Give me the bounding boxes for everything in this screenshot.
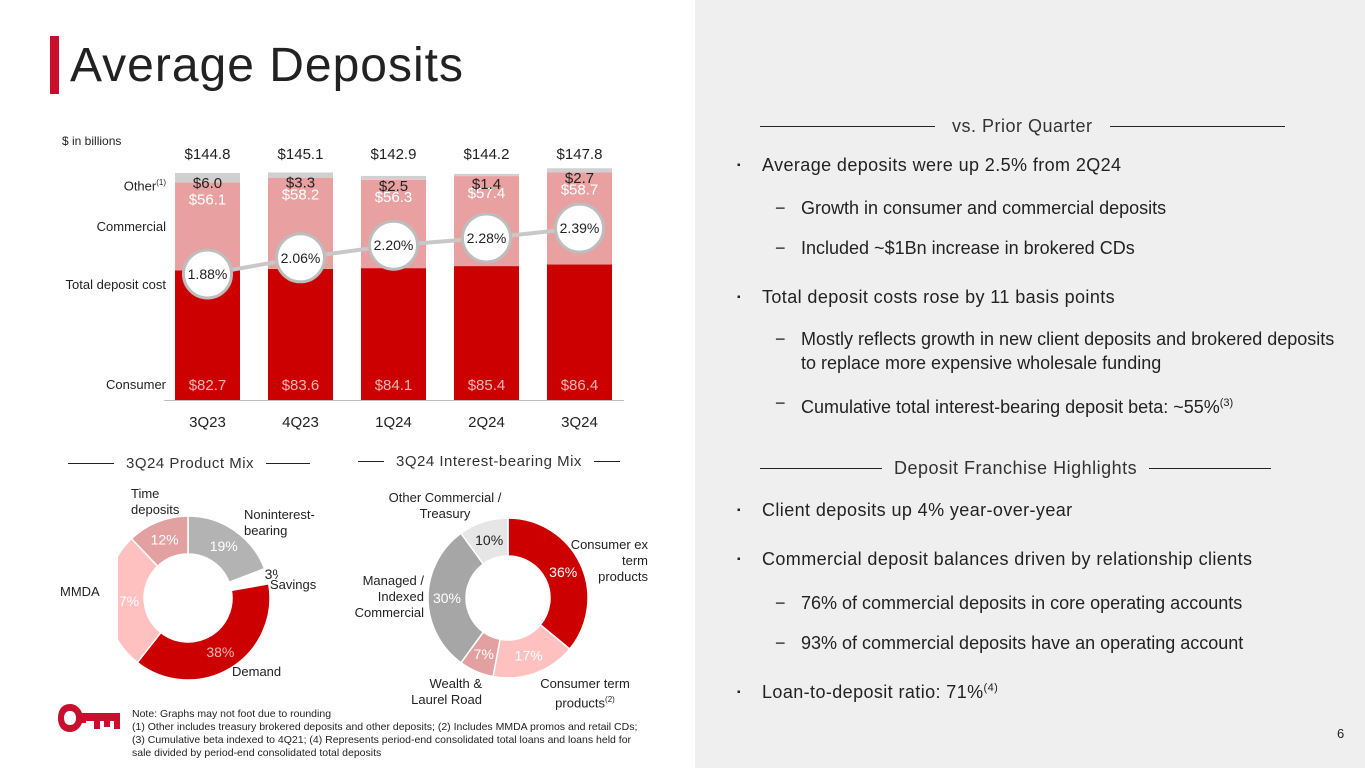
deposits-bar-chart: $82.7 $56.1$6.0 $144.8 3Q23 $83.6 $58.2$3.3 $1…: [164, 146, 624, 431]
cost-label-4Q23: 2.06%: [281, 250, 321, 266]
label-other-commercial: Other Commercial / Treasury: [388, 490, 502, 521]
bullet-client-deposits: ▪ Client deposits up 4% year-over-year: [737, 500, 1073, 520]
sub-mostly-reflects: − Mostly reflects growth in new client de…: [775, 329, 1335, 373]
label-commercial-4Q23: $58.2: [282, 187, 320, 204]
bullet-deposit-costs: ▪ Total deposit costs rose by 11 basis po…: [737, 287, 1116, 307]
bar-other-3Q24: [547, 168, 612, 173]
label-total-3Q23: $144.8: [185, 146, 231, 163]
slice-mmda: [118, 537, 162, 664]
label-other-3Q23: $6.0: [193, 175, 222, 192]
cost-marker-1Q24: [368, 219, 419, 271]
bullet-avg-deposits: ▪ Average deposits were up 2.5% from 2Q24: [737, 155, 1122, 175]
product-mix-header: 3Q24 Product Mix: [68, 455, 311, 472]
label-consumer-4Q23: $83.6: [282, 377, 320, 394]
cost-marker-4Q23: [275, 232, 326, 284]
side-label-deposit-cost: Total deposit cost: [65, 277, 166, 292]
label-total-4Q23: $145.1: [278, 146, 324, 163]
slice-label-managed-indexed-commercial: 30%: [433, 590, 461, 606]
label-other-4Q23: $3.3: [286, 174, 315, 191]
label-managed-indexed: Managed / Indexed Commercial: [354, 573, 424, 620]
slice-label-time-deposits: 12%: [151, 532, 179, 548]
label-consumer-2Q24: $85.4: [468, 377, 506, 394]
x-tick-1Q24: 1Q24: [375, 414, 412, 431]
slice-label-consumer-ex-term-products: 36%: [549, 564, 577, 580]
label-noninterest-bearing: Noninterest-bearing: [244, 507, 315, 538]
label-total-1Q24: $142.9: [371, 146, 417, 163]
title-accent-bar: [50, 36, 59, 94]
interest-bearing-donut: 36% 17% 7% 30% 10%: [427, 517, 589, 679]
x-tick-3Q23: 3Q23: [189, 414, 226, 431]
vs-prior-quarter-header: vs. Prior Quarter: [760, 116, 1285, 137]
side-label-other: Other(1): [123, 178, 166, 194]
side-label-consumer: Consumer: [106, 377, 166, 392]
slice-consumer-ex-term-products: [507, 517, 589, 651]
bar-other-2Q24: [454, 173, 519, 177]
slice-label-wealth-laurel-road: 7%: [474, 646, 494, 662]
label-commercial-3Q24: $58.7: [561, 181, 599, 198]
cost-label-1Q24: 2.20%: [374, 237, 414, 253]
x-tick-4Q23: 4Q23: [282, 414, 319, 431]
slice-managed-indexed-commercial: [427, 532, 485, 664]
label-mmda: MMDA: [60, 584, 100, 599]
key-logo-icon: [58, 704, 120, 732]
sub-cumulative-beta: − Cumulative total interest-bearing depos…: [775, 393, 1234, 417]
bar-other-3Q23: [175, 172, 240, 183]
label-other-2Q24: $1.4: [472, 176, 501, 193]
label-total-2Q24: $144.2: [464, 146, 510, 163]
franchise-highlights-header: Deposit Franchise Highlights: [760, 458, 1272, 479]
slice-demand: [136, 582, 271, 681]
cost-label-3Q23: 1.88%: [188, 266, 228, 282]
cost-label-3Q24: 2.39%: [560, 220, 600, 236]
slice-label-mmda: 27%: [118, 593, 139, 609]
label-consumer-1Q24: $84.1: [375, 377, 413, 394]
sub-operating-account: −93% of commercial deposits have an oper…: [775, 633, 1244, 653]
units-label: $ in billions: [62, 134, 122, 148]
slice-label-savings: 3%: [265, 566, 278, 582]
bar-other-4Q23: [268, 172, 333, 178]
bar-consumer-1Q24: [361, 268, 426, 400]
label-savings: Savings: [270, 577, 317, 592]
label-consumer-ex-term: Consumer ex term products: [570, 537, 648, 584]
footnote: Note: Graphs may not foot due to roundin…: [132, 708, 638, 759]
product-mix-donut: 19% 3% 38% 27% 12%: [118, 515, 278, 681]
slice-label-other-commercial-treasury: 10%: [475, 532, 503, 548]
right-panel: [695, 0, 1365, 768]
bar-consumer-2Q24: [454, 266, 519, 400]
bar-consumer-4Q23: [268, 268, 333, 400]
sub-growth: − Growth in consumer and commercial depos…: [775, 198, 1167, 218]
label-time-deposits: Time deposits: [131, 486, 180, 517]
sub-brokered: − Included ~$1Bn increase in brokered CDs: [775, 238, 1135, 258]
interest-bearing-mix-header: 3Q24 Interest-bearing Mix: [358, 453, 620, 470]
page-number: 6: [1337, 726, 1345, 741]
bar-other-1Q24: [361, 175, 426, 180]
slice-other-commercial-treasury: [459, 517, 509, 566]
slice-time-deposits: [130, 515, 189, 568]
label-consumer-3Q23: $82.7: [189, 377, 227, 394]
cost-marker-3Q24: [554, 202, 605, 254]
slice-label-consumer-term-products: 17%: [515, 647, 543, 663]
bullet-commercial-balances: ▪ Commercial deposit balances driven by r…: [737, 549, 1253, 569]
label-wealth-laurel: Wealth & Laurel Road: [411, 676, 482, 707]
label-total-3Q24: $147.8: [557, 146, 603, 163]
bullet-loan-to-deposit: ▪ Loan-to-deposit ratio: 71%(4): [737, 682, 999, 702]
label-commercial-3Q23: $56.1: [189, 191, 227, 208]
sub-core-operating: −76% of commercial deposits in core oper…: [775, 593, 1243, 613]
label-commercial-2Q24: $57.4: [468, 185, 506, 202]
cost-label-2Q24: 2.28%: [467, 230, 507, 246]
bar-consumer-3Q24: [547, 264, 612, 400]
label-other-1Q24: $2.5: [379, 178, 408, 195]
x-tick-2Q24: 2Q24: [468, 414, 505, 431]
cost-marker-3Q23: [182, 248, 233, 300]
page-title: Average Deposits: [70, 39, 464, 92]
slice-label-noninterest-bearing: 19%: [210, 538, 238, 554]
label-other-3Q24: $2.7: [565, 170, 594, 187]
label-consumer-3Q24: $86.4: [561, 377, 599, 394]
label-consumer-term: Consumer term products(2): [540, 676, 630, 711]
side-label-commercial: Commercial: [96, 219, 166, 234]
label-demand: Demand: [232, 664, 282, 679]
x-tick-3Q24: 3Q24: [561, 414, 598, 431]
cost-marker-2Q24: [461, 212, 512, 264]
label-commercial-1Q24: $56.3: [375, 189, 413, 206]
slice-label-demand: 38%: [206, 644, 234, 660]
